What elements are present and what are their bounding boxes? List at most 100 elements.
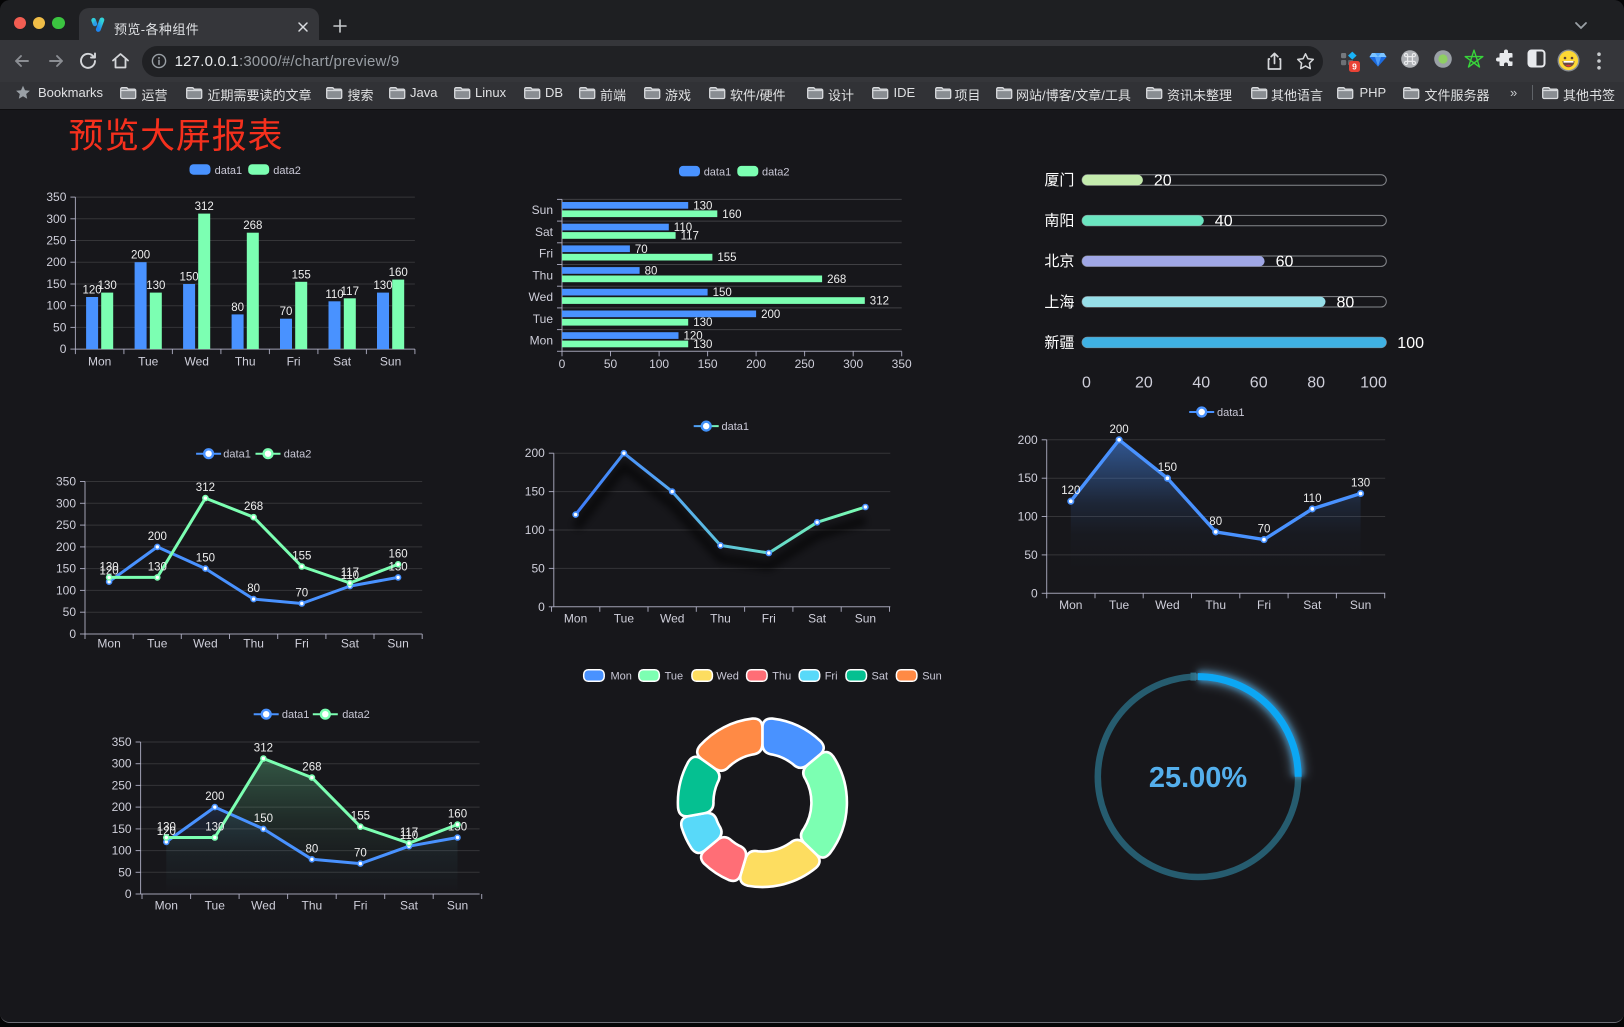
- svg-text:Mon: Mon: [530, 333, 553, 347]
- svg-text:120: 120: [684, 331, 703, 343]
- svg-text:data1: data1: [1217, 407, 1245, 419]
- svg-text:Sun: Sun: [1350, 598, 1371, 612]
- svg-text:data1: data1: [215, 165, 243, 177]
- svg-text:data1: data1: [722, 421, 750, 433]
- svg-text:130: 130: [157, 822, 176, 834]
- svg-text:Sat: Sat: [535, 225, 554, 239]
- svg-text:50: 50: [63, 605, 77, 619]
- svg-text:Tue: Tue: [1109, 598, 1130, 612]
- svg-text:200: 200: [1110, 424, 1129, 436]
- svg-text:100: 100: [525, 523, 545, 537]
- svg-text:北京: 北京: [1044, 253, 1074, 270]
- svg-text:Thu: Thu: [772, 671, 791, 683]
- svg-text:150: 150: [254, 813, 273, 825]
- svg-text:150: 150: [180, 272, 199, 284]
- svg-text:Mon: Mon: [88, 355, 111, 369]
- svg-text:300: 300: [112, 757, 132, 771]
- svg-text:Fri: Fri: [825, 671, 838, 683]
- svg-text:厦门: 厦门: [1044, 172, 1074, 189]
- svg-text:40: 40: [1192, 375, 1210, 392]
- svg-text:200: 200: [148, 531, 167, 543]
- svg-text:160: 160: [389, 267, 408, 279]
- svg-text:200: 200: [46, 255, 66, 269]
- svg-text:100: 100: [1018, 510, 1038, 524]
- svg-text:Tue: Tue: [614, 611, 635, 625]
- svg-text:150: 150: [112, 822, 132, 836]
- svg-text:80: 80: [306, 843, 319, 855]
- svg-text:150: 150: [698, 357, 718, 371]
- svg-text:117: 117: [341, 567, 359, 579]
- svg-text:312: 312: [196, 482, 215, 494]
- svg-text:Wed: Wed: [660, 611, 684, 625]
- svg-text:250: 250: [56, 518, 76, 532]
- svg-text:70: 70: [1258, 524, 1271, 536]
- svg-text:Sun: Sun: [387, 637, 408, 651]
- svg-text:Fri: Fri: [1257, 598, 1271, 612]
- svg-text:25.00%: 25.00%: [1149, 762, 1248, 794]
- svg-text:新疆: 新疆: [1044, 334, 1074, 351]
- svg-text:312: 312: [254, 743, 273, 755]
- svg-text:Sat: Sat: [872, 671, 889, 683]
- svg-text:155: 155: [717, 252, 736, 264]
- svg-text:120: 120: [157, 826, 176, 838]
- svg-text:50: 50: [118, 865, 132, 879]
- svg-text:20: 20: [1154, 173, 1172, 190]
- svg-text:80: 80: [1337, 294, 1355, 311]
- svg-text:100: 100: [56, 583, 76, 597]
- svg-text:Sat: Sat: [1303, 598, 1322, 612]
- svg-text:Sun: Sun: [380, 355, 401, 369]
- svg-text:350: 350: [112, 735, 132, 749]
- svg-text:300: 300: [56, 496, 76, 510]
- svg-text:60: 60: [1250, 375, 1268, 392]
- svg-text:Fri: Fri: [539, 247, 553, 261]
- svg-text:Wed: Wed: [1155, 598, 1179, 612]
- svg-text:Fri: Fri: [287, 355, 301, 369]
- svg-text:130: 130: [693, 339, 712, 351]
- svg-text:312: 312: [195, 201, 214, 213]
- svg-text:80: 80: [645, 266, 658, 278]
- svg-text:150: 150: [1018, 471, 1038, 485]
- svg-text:20: 20: [1135, 375, 1153, 392]
- svg-text:150: 150: [713, 287, 732, 299]
- svg-text:Wed: Wed: [193, 637, 217, 651]
- svg-text:110: 110: [1303, 493, 1321, 505]
- svg-text:Wed: Wed: [251, 899, 275, 913]
- svg-text:110: 110: [400, 830, 418, 842]
- svg-text:350: 350: [56, 475, 76, 489]
- svg-text:50: 50: [531, 561, 545, 575]
- svg-text:data1: data1: [223, 449, 251, 461]
- svg-text:Sun: Sun: [532, 203, 553, 217]
- svg-text:200: 200: [1018, 433, 1038, 447]
- svg-text:40: 40: [1215, 213, 1233, 230]
- svg-text:155: 155: [351, 811, 370, 823]
- svg-text:0: 0: [125, 887, 132, 901]
- svg-text:200: 200: [131, 250, 150, 262]
- svg-text:上海: 上海: [1044, 294, 1074, 311]
- svg-text:Tue: Tue: [205, 899, 226, 913]
- svg-text:130: 130: [148, 561, 167, 573]
- svg-text:200: 200: [761, 309, 780, 321]
- svg-text:80: 80: [247, 583, 260, 595]
- svg-text:100: 100: [112, 844, 132, 858]
- svg-text:Thu: Thu: [710, 611, 731, 625]
- svg-text:300: 300: [843, 357, 863, 371]
- svg-text:80: 80: [1307, 375, 1325, 392]
- svg-text:Mon: Mon: [564, 611, 587, 625]
- svg-text:0: 0: [60, 342, 67, 356]
- svg-text:Mon: Mon: [1059, 598, 1082, 612]
- svg-text:Thu: Thu: [532, 268, 553, 282]
- svg-text:200: 200: [205, 791, 224, 803]
- svg-text:250: 250: [46, 234, 66, 248]
- svg-text:70: 70: [354, 848, 367, 860]
- svg-text:70: 70: [635, 244, 648, 256]
- svg-text:117: 117: [681, 230, 699, 242]
- svg-text:120: 120: [100, 566, 119, 578]
- svg-text:data1: data1: [282, 709, 310, 721]
- svg-text:70: 70: [280, 306, 293, 318]
- svg-text:268: 268: [302, 762, 321, 774]
- svg-text:Sun: Sun: [855, 611, 876, 625]
- svg-text:0: 0: [559, 357, 566, 371]
- svg-text:200: 200: [746, 357, 766, 371]
- svg-text:Fri: Fri: [295, 637, 309, 651]
- svg-text:50: 50: [604, 357, 618, 371]
